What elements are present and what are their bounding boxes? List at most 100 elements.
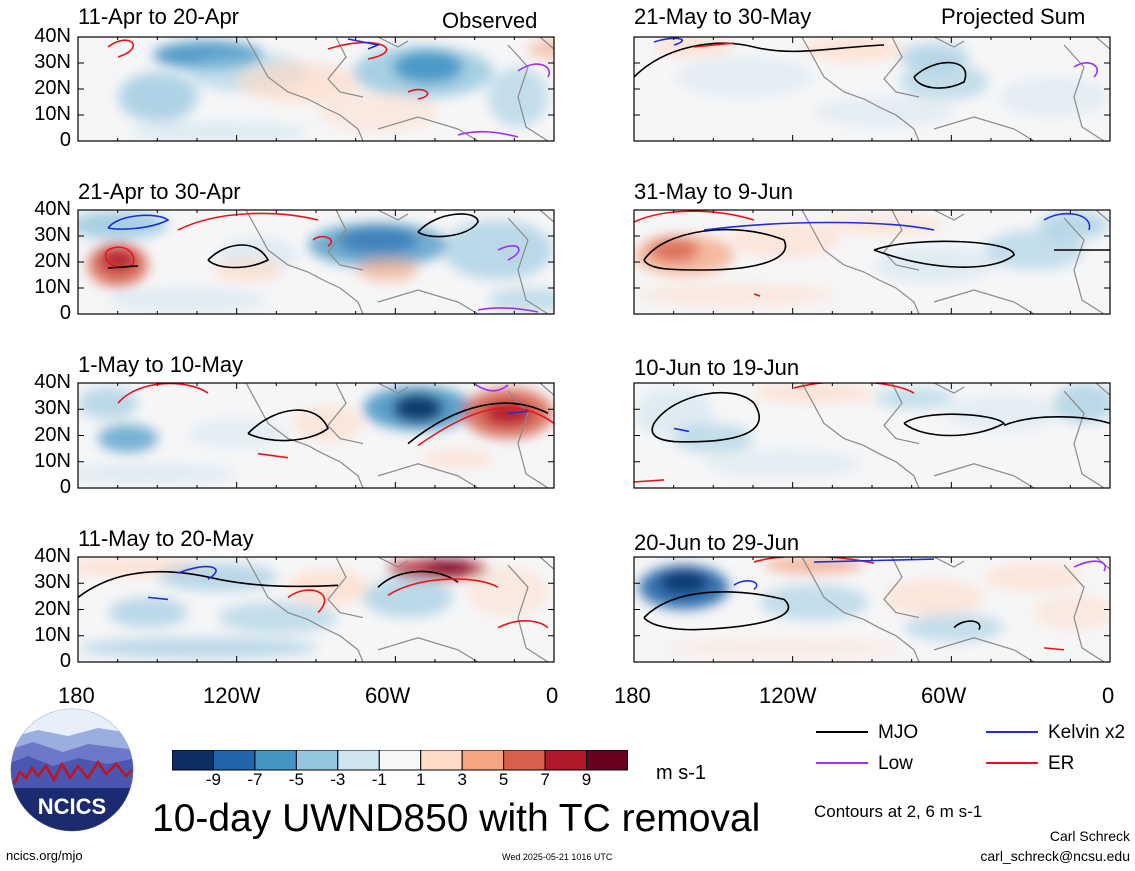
panel-title-left-2: 21-Apr to 30-Apr: [78, 179, 241, 204]
colorbar-swatch: [212, 750, 256, 771]
legend-label: ER: [1048, 753, 1075, 774]
contour-line: [148, 597, 168, 599]
panel-title-left-1: 11-Apr to 20-Apr: [78, 4, 240, 29]
y-tick-label: 0: [59, 129, 71, 151]
contour-line: [652, 393, 759, 442]
contour-line: [508, 411, 528, 413]
map-panel-right-3: [633, 382, 1111, 489]
anomaly-shade: [704, 449, 864, 478]
anomaly-shade: [814, 97, 954, 127]
y-tick-label: 40N: [34, 371, 71, 393]
contour-line: [418, 214, 478, 237]
anomaly-shade: [528, 39, 554, 59]
colorbar-swatch: [503, 750, 546, 771]
author-email[interactable]: carl_schreck@ncsu.edu: [980, 848, 1130, 864]
anomaly-shade: [899, 43, 969, 71]
y-tick-label: 20N: [34, 77, 71, 99]
colorbar-tick-label: -1: [371, 770, 387, 789]
colorbar-swatch: [172, 750, 214, 771]
contour-line: [78, 572, 338, 598]
colorbar-swatch: [420, 750, 463, 771]
contour-line: [654, 38, 682, 45]
contour-line: [118, 384, 208, 404]
site-link[interactable]: ncics.org/mjo: [6, 848, 83, 863]
anomaly-shade: [393, 394, 443, 423]
anomaly-shade: [423, 561, 473, 574]
colorbar-tick-label: 7: [540, 770, 550, 789]
contour-line: [458, 132, 518, 137]
anomaly-shade: [158, 563, 278, 592]
coastline: [801, 210, 1110, 314]
map-panel-left-3: [77, 382, 555, 489]
y-tick-label: 30N: [34, 397, 71, 420]
contour-line: [1044, 214, 1090, 230]
anomaly-shade: [118, 72, 198, 122]
contour-line: [408, 90, 428, 99]
colorbar: [172, 750, 628, 771]
panel-title-right-1: 21-May to 30-May: [634, 4, 812, 29]
anomaly-shade: [1054, 383, 1110, 424]
y-tick-label: 30N: [34, 571, 71, 594]
anomaly-shade: [874, 388, 954, 409]
contour-line: [704, 223, 934, 231]
anomaly-shade: [213, 258, 283, 282]
x-tick-left-0: 0: [546, 683, 559, 708]
panel-title-right-4: 20-Jun to 29-Jun: [634, 530, 800, 555]
contour-line: [734, 581, 757, 589]
x-tick-right-180: 180: [614, 683, 651, 708]
colorbar-tick-label: -9: [205, 770, 222, 789]
legend-label: MJO: [878, 722, 919, 743]
colorbar-tick-label: 1: [415, 770, 426, 789]
contour-line: [644, 230, 786, 270]
anomaly-shade: [218, 601, 338, 634]
contour-line: [178, 567, 216, 580]
anomaly-shade: [78, 387, 138, 420]
anomaly-shade: [984, 230, 1084, 270]
contour-line: [328, 43, 387, 59]
colorbar-tick-label: -3: [330, 770, 346, 789]
y-tick-label: 20N: [34, 423, 71, 446]
contour-line: [1004, 417, 1110, 426]
anomaly-shade: [108, 288, 268, 312]
y-tick-label: 40N: [34, 198, 71, 220]
anomaly-shade: [98, 424, 158, 453]
contour-line: [473, 383, 508, 391]
anomaly-shade: [1039, 211, 1109, 239]
legend-swatch: [986, 731, 1038, 733]
contour-line: [634, 480, 664, 482]
anomaly-shade: [488, 288, 554, 312]
author-name: Carl Schreck: [1049, 828, 1130, 844]
anomaly-shade: [78, 637, 318, 658]
anomaly-shade: [999, 77, 1109, 117]
colorbar-tick-label: 3: [457, 770, 467, 789]
contour-line: [954, 621, 980, 630]
legend-label: Low: [878, 753, 913, 774]
anomaly-shade: [358, 258, 418, 282]
map-panel-right-2: [633, 209, 1111, 315]
y-tick-label: 40N: [34, 545, 71, 567]
anomaly-shade: [318, 92, 438, 132]
contour-line: [794, 382, 914, 394]
y-tick-label: 0: [59, 476, 71, 498]
contour-line: [498, 621, 548, 628]
y-tick-label: 30N: [34, 51, 71, 73]
contour-line: [1074, 561, 1105, 571]
legend-swatch: [986, 762, 1038, 764]
anomaly-shade: [984, 563, 1084, 592]
anomaly-shade: [1034, 594, 1110, 631]
contour-line: [258, 454, 288, 458]
contour-line: [634, 43, 884, 77]
map-panel-left-1: [77, 36, 555, 142]
coastline: [245, 557, 554, 662]
y-tick-label: 10N: [34, 623, 71, 646]
anomaly-shade: [659, 570, 709, 595]
anomaly-shade: [664, 637, 904, 658]
map-panel-right-4: [633, 556, 1111, 663]
logo-text: NCICS: [38, 794, 106, 819]
contour-line: [248, 410, 328, 440]
contour-line: [754, 294, 760, 296]
y-tick-label: 0: [59, 302, 71, 324]
contour-line: [288, 590, 325, 612]
y-tick-label: 20N: [34, 250, 71, 272]
